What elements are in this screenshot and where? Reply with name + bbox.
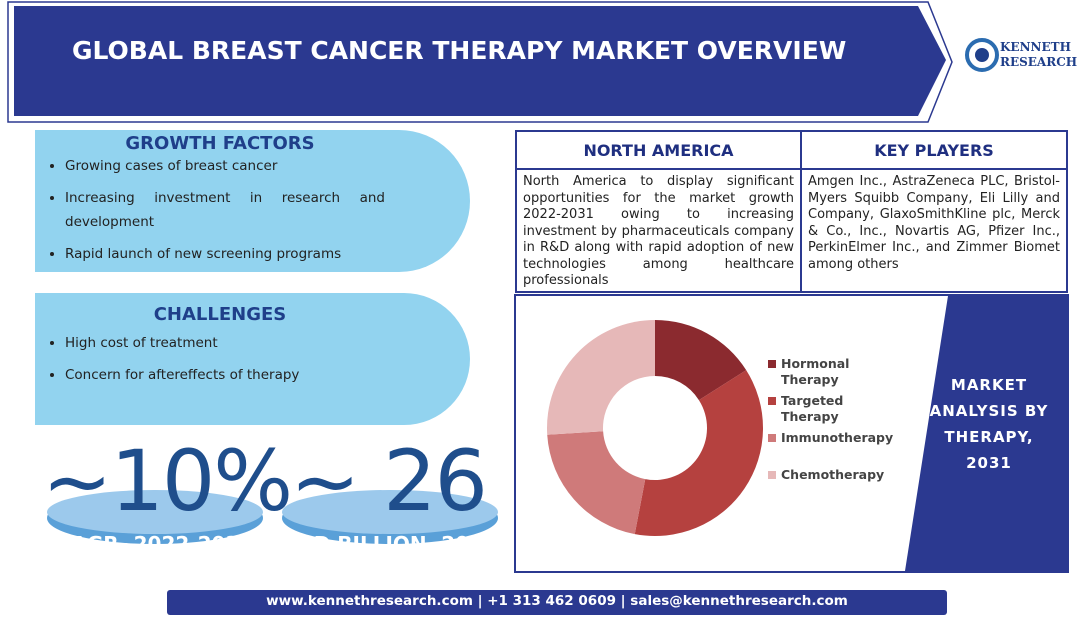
logo-text: RESEARCH	[1000, 55, 1078, 69]
item: Growing cases of breast cancer	[65, 154, 385, 178]
challenges-panel: CHALLENGES High cost of treatment Concer…	[35, 293, 470, 425]
footer-text: www.kennethresearch.com | +1 313 462 060…	[266, 593, 848, 609]
stat-label: CAGR, 2022-2031	[56, 532, 254, 556]
title: GLOBAL BREAST CANCER THERAPY MARKET OVER…	[72, 36, 847, 65]
key-players-box: KEY PLAYERS Amgen Inc., AstraZeneca PLC,…	[800, 130, 1068, 293]
box-text: Amgen Inc., AstraZeneca PLC, Bristol-Mye…	[808, 174, 1060, 272]
legend-item: Targeted Therapy	[768, 393, 898, 430]
donut-slice	[547, 320, 655, 435]
logo-mark	[975, 48, 989, 62]
legend-label: Chemotherapy	[781, 467, 885, 482]
legend-item: Immunotherapy	[768, 430, 898, 467]
panel-title: CHALLENGES	[153, 304, 287, 325]
legend-label: Immunotherapy	[781, 430, 894, 445]
logo: KENNETH RESEARCH	[1000, 40, 1077, 70]
item: High cost of treatment	[65, 331, 385, 355]
panel-title: GROWTH FACTORS	[125, 133, 315, 154]
list: Growing cases of breast cancer Increasin…	[35, 154, 385, 266]
north-america-box: NORTH AMERICA North America to display s…	[515, 130, 802, 293]
stat-disc	[47, 490, 263, 534]
item: Rapid launch of new screening programs	[65, 242, 385, 266]
item: Concern for aftereffects of therapy	[65, 363, 385, 387]
header-banner	[14, 6, 946, 116]
chart-title-panel	[905, 296, 1067, 571]
box-title: KEY PLAYERS	[802, 132, 1066, 170]
item: Increasing investment in research and de…	[65, 186, 385, 234]
logo-text: KENNETH	[1000, 40, 1071, 54]
legend-label: Hormonal Therapy	[781, 356, 850, 387]
logo-mark	[965, 38, 999, 72]
stat-value: ~10%	[42, 432, 293, 530]
donut-slice	[655, 320, 747, 401]
donut-slice	[634, 370, 764, 536]
stat-label: USD BILLION, 2021	[283, 532, 497, 556]
growth-panel: GROWTH FACTORS Growing cases of breast c…	[35, 130, 470, 272]
stat-disc	[282, 490, 498, 534]
legend: Hormonal Therapy Targeted Therapy Immunoth…	[768, 356, 898, 504]
legend-swatch	[768, 397, 776, 405]
chart-title: MARKET ANALYSIS BY THERAPY, 2031	[929, 376, 1049, 472]
footer-bar	[167, 590, 947, 615]
legend-swatch	[768, 360, 776, 368]
legend-swatch	[768, 434, 776, 442]
box-title: NORTH AMERICA	[517, 132, 800, 170]
legend-label: Targeted Therapy	[781, 393, 844, 424]
donut-slice	[547, 431, 646, 535]
legend-swatch	[768, 471, 776, 479]
donut	[547, 320, 764, 536]
legend-item: Chemotherapy	[768, 467, 898, 504]
list: High cost of treatment Concern for after…	[35, 331, 385, 387]
stat-value: ~ 26	[290, 432, 488, 530]
box-text: North America to display significant opp…	[523, 174, 794, 288]
legend-item: Hormonal Therapy	[768, 356, 898, 393]
